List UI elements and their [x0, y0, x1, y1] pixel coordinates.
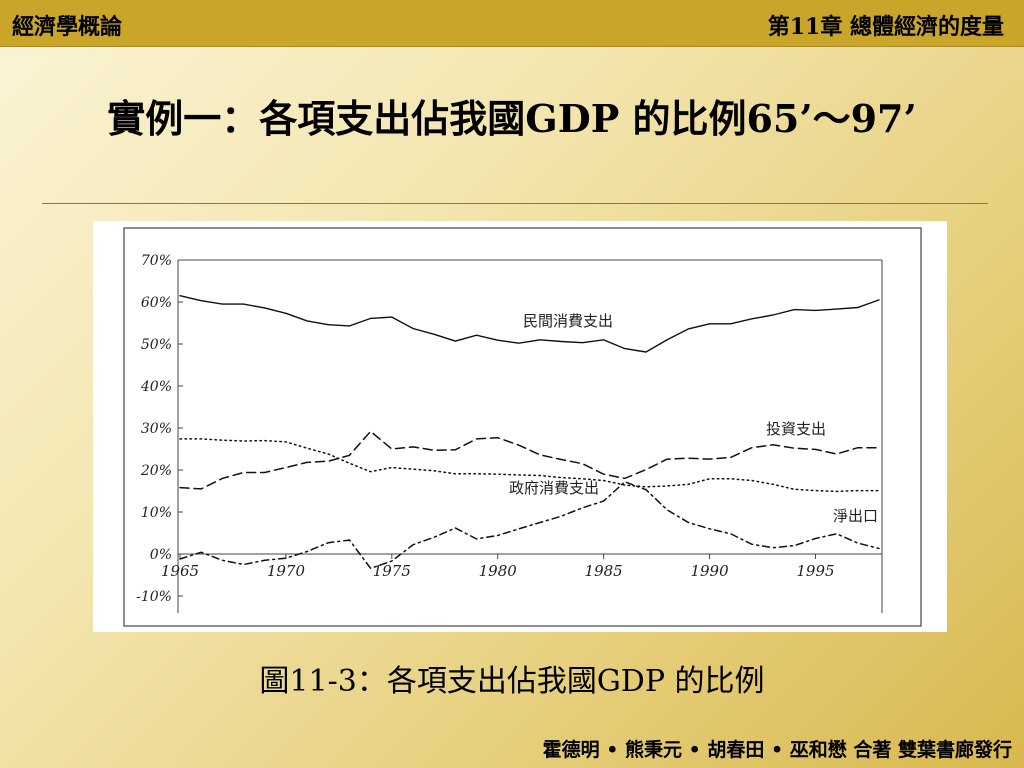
series-line-net-exports — [179, 480, 880, 570]
y-tick-label: 60% — [141, 295, 172, 311]
y-tick-label: 30% — [141, 421, 172, 437]
series-label-private-consumption: 民間消費支出 — [523, 312, 613, 330]
gdp-share-line-chart: 70% 60% 50% 40% 30% 20% 10% 0% -10% 1965 1970 1975 1… — [123, 227, 922, 627]
series-label-government-consumption: 政府消費支出 — [509, 479, 599, 497]
y-tick-label: 50% — [141, 337, 172, 353]
chart-outer-frame — [123, 227, 922, 627]
y-tick-label: 40% — [140, 379, 172, 395]
publisher-footer: 霍德明 • 熊秉元 • 胡春田 • 巫和懋 合著 雙葉書廊發行 — [542, 739, 1012, 761]
y-tick-label: 10% — [141, 505, 172, 521]
y-tick-label: 70% — [141, 253, 172, 269]
chart-panel: 70% 60% 50% 40% 30% 20% 10% 0% -10% 1965 1970 1975 1… — [93, 221, 947, 632]
figure-caption: 圖11-3：各項支出佔我國GDP 的比例 — [259, 664, 765, 699]
title-divider — [42, 203, 988, 204]
course-title: 經濟學概論 — [12, 14, 123, 40]
chapter-title: 第11章 總體經濟的度量 — [767, 14, 1004, 40]
x-tick-label: 1985 — [585, 562, 623, 580]
y-tick-label: 0% — [150, 547, 172, 563]
header-bar: 經濟學概論 第11章 總體經濟的度量 — [0, 0, 1024, 47]
series-line-investment — [179, 430, 880, 490]
x-tick-label: 1970 — [267, 562, 306, 580]
series-label-net-exports: 淨出口 — [833, 507, 878, 525]
y-tick-label: 20% — [140, 463, 172, 479]
x-tick-label: 1975 — [373, 562, 411, 580]
slide-title: 實例一：各項支出佔我國GDP 的比例65’～97’ — [107, 96, 917, 141]
x-tick-label: 1995 — [796, 562, 834, 580]
series-line-private-consumption — [179, 294, 880, 353]
x-tick-label: 1990 — [690, 562, 729, 580]
series-label-investment: 投資支出 — [766, 420, 826, 438]
series-line-government-consumption — [179, 438, 880, 493]
x-tick-label: 1965 — [161, 562, 199, 580]
y-tick-label: -10% — [136, 589, 172, 605]
x-tick-label: 1980 — [479, 562, 518, 580]
